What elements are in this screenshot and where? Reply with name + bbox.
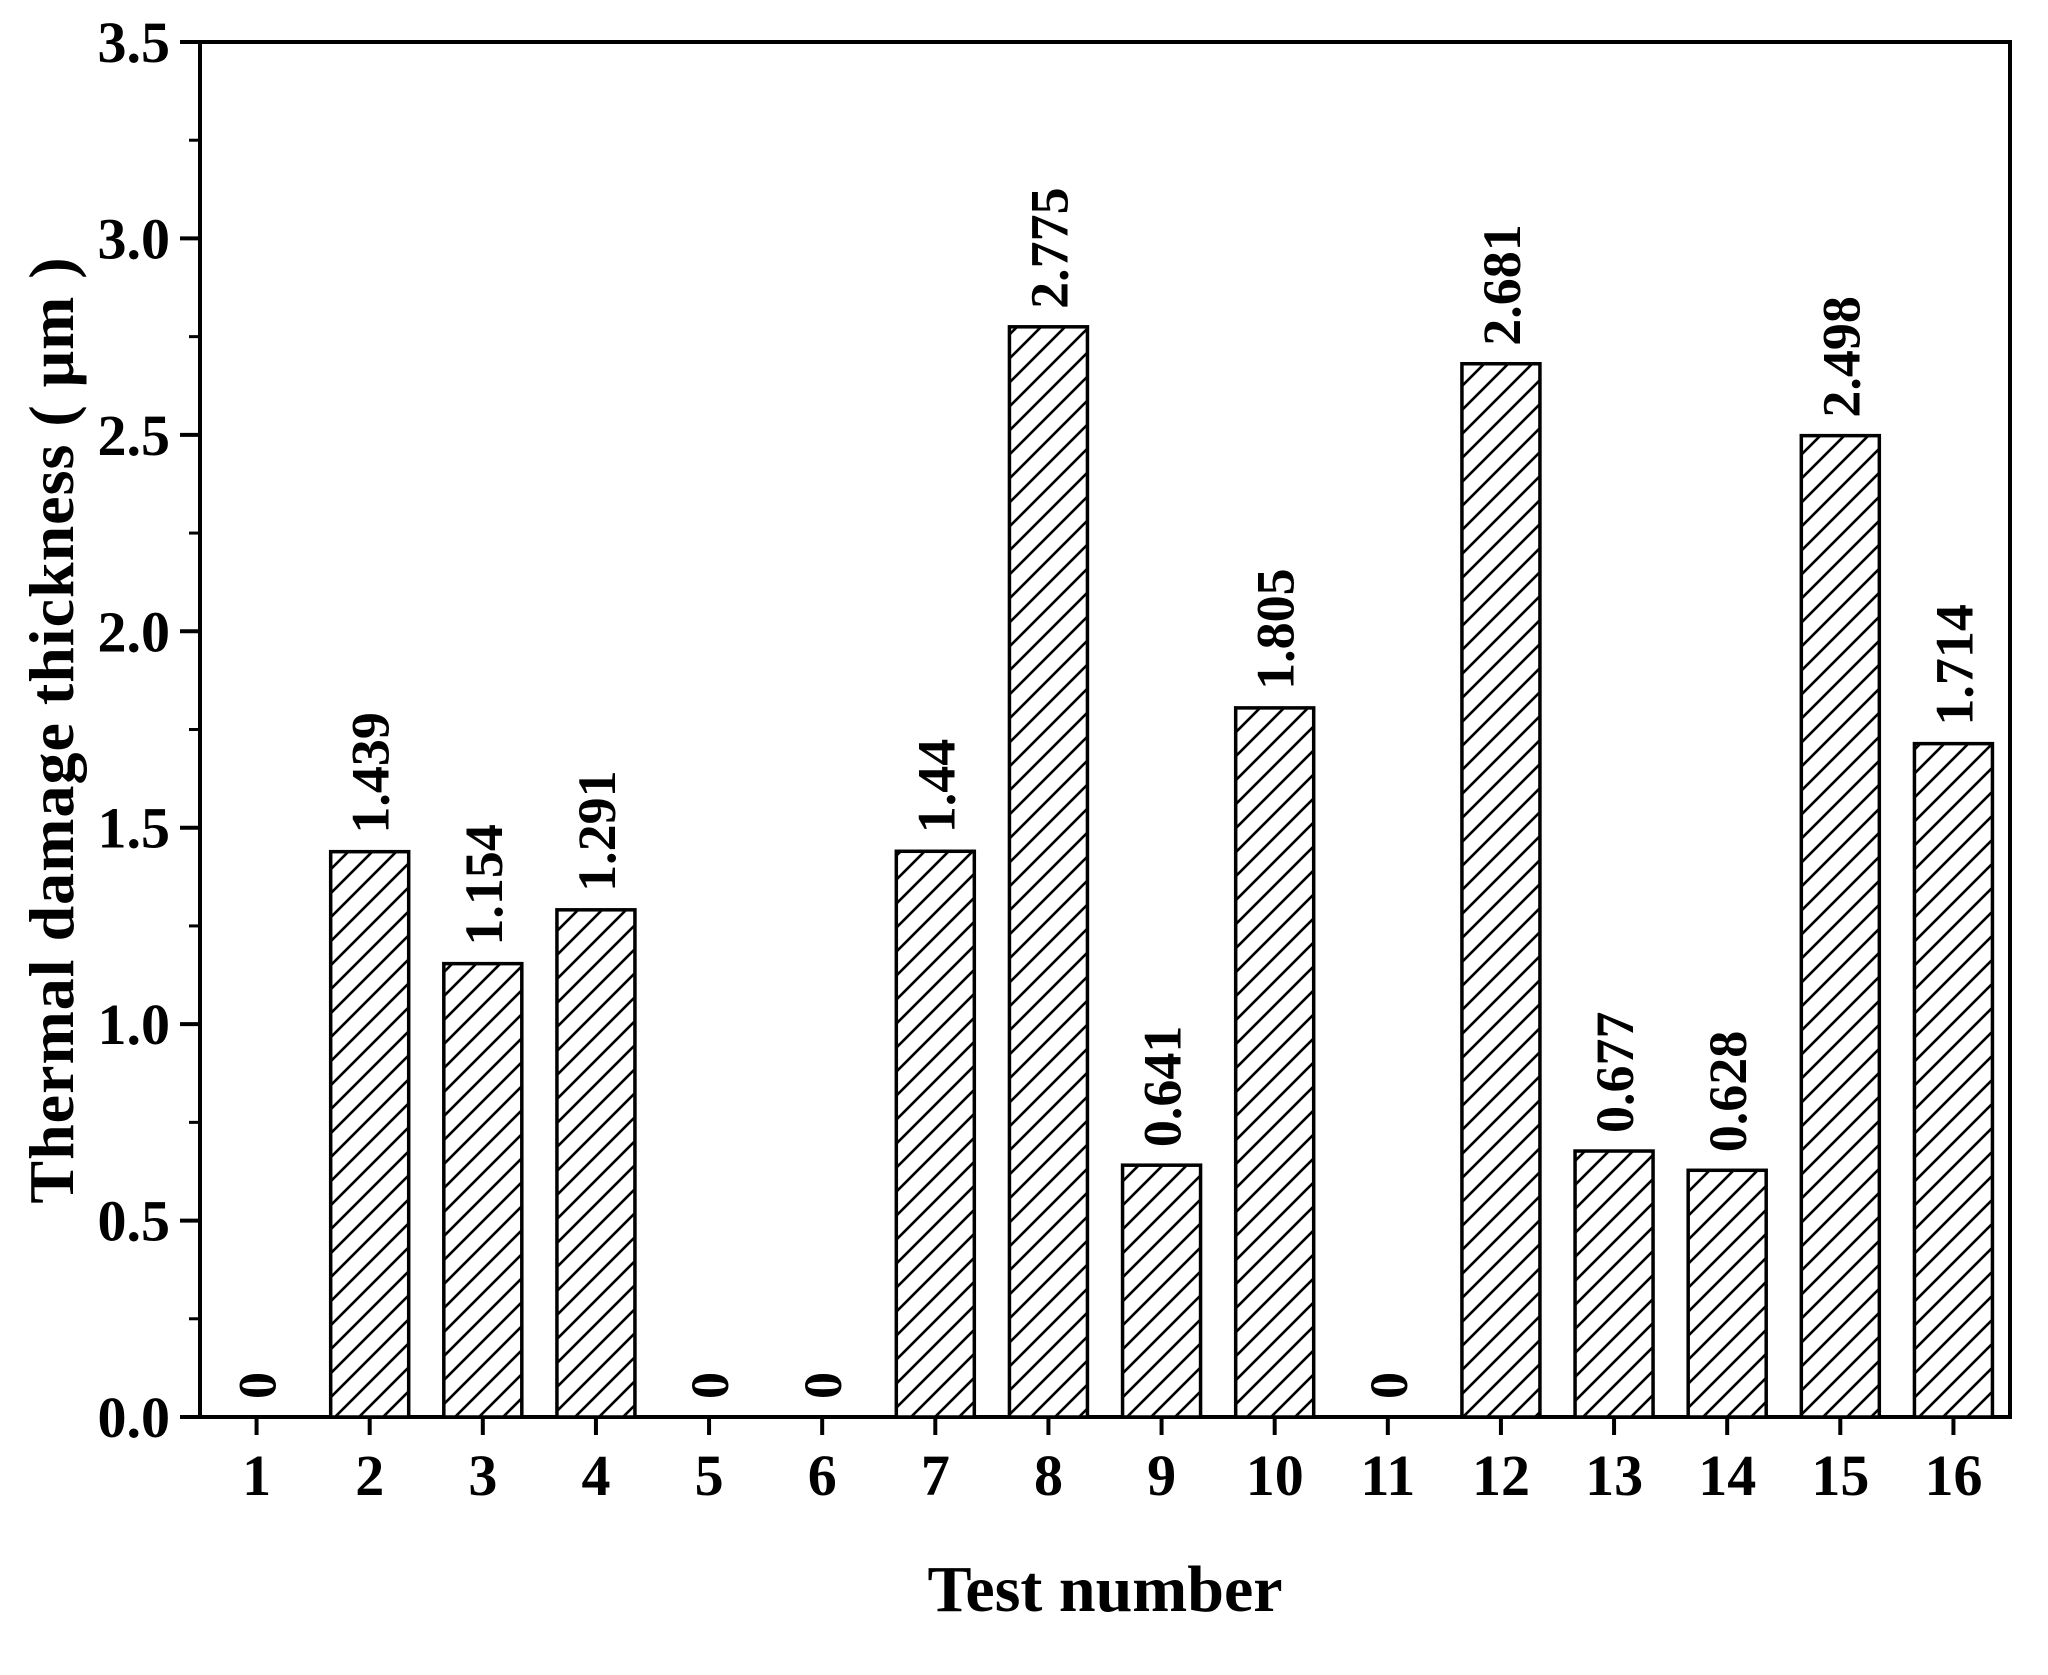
bar-value-label: 0.677 xyxy=(1585,1012,1645,1134)
x-tick-label: 14 xyxy=(1698,1443,1756,1508)
bar-value-label: 1.44 xyxy=(906,739,966,834)
bar-value-label: 1.714 xyxy=(1924,604,1984,726)
bar xyxy=(1120,1163,1203,1419)
x-tick-label: 12 xyxy=(1472,1443,1530,1508)
x-tick-label: 15 xyxy=(1811,1443,1869,1508)
bar xyxy=(555,908,637,1419)
y-tick-label: 0.5 xyxy=(98,1189,171,1254)
x-tick-label: 5 xyxy=(695,1443,724,1508)
x-tick-label: 7 xyxy=(921,1443,950,1508)
x-tick-label: 16 xyxy=(1924,1443,1982,1508)
bar-value-label: 2.498 xyxy=(1811,296,1871,418)
x-tick-label: 10 xyxy=(1246,1443,1304,1508)
bar xyxy=(894,849,977,1419)
y-tick-label: 0.0 xyxy=(98,1385,171,1450)
bar xyxy=(442,961,524,1419)
x-tick-label: 13 xyxy=(1585,1443,1643,1508)
bar-value-label: 0 xyxy=(793,1372,853,1399)
x-tick-label: 9 xyxy=(1147,1443,1176,1508)
bar-value-label: 0 xyxy=(1359,1372,1419,1399)
bar-value-label: 0.628 xyxy=(1698,1031,1758,1153)
y-tick-label: 3.5 xyxy=(98,10,171,75)
x-tick-label: 11 xyxy=(1360,1443,1415,1508)
bar-value-label: 0.641 xyxy=(1133,1026,1193,1148)
x-tick-label: 3 xyxy=(468,1443,497,1508)
bar xyxy=(1799,433,1882,1419)
bar-value-label: 1.439 xyxy=(341,712,401,834)
bar-value-label: 0 xyxy=(680,1372,740,1399)
bar-value-label: 0 xyxy=(228,1372,288,1399)
y-axis-title: Thermal damage thickness ( μm ) xyxy=(16,256,87,1204)
y-tick-label: 2.5 xyxy=(98,403,171,468)
x-tick-label: 4 xyxy=(581,1443,610,1508)
x-axis-title: Test number xyxy=(927,1553,1283,1626)
bar-value-label: 1.291 xyxy=(567,770,627,892)
bar xyxy=(1912,741,1995,1419)
x-tick-label: 8 xyxy=(1034,1443,1063,1508)
y-tick-label: 1.5 xyxy=(98,796,171,861)
bar-value-label: 1.154 xyxy=(454,824,514,946)
y-tick-label: 3.0 xyxy=(98,206,171,271)
x-tick-label: 2 xyxy=(355,1443,384,1508)
bar xyxy=(1460,362,1542,1419)
bar xyxy=(1233,706,1316,1419)
bar-value-label: 2.681 xyxy=(1472,224,1532,346)
bar xyxy=(1007,325,1090,1419)
y-tick-label: 2.0 xyxy=(98,599,171,664)
bar-value-label: 1.805 xyxy=(1246,568,1306,690)
bar-value-label: 2.775 xyxy=(1019,187,1079,309)
x-tick-label: 1 xyxy=(242,1443,271,1508)
x-tick-label: 6 xyxy=(808,1443,837,1508)
bar xyxy=(1686,1168,1768,1419)
bar xyxy=(1573,1149,1655,1419)
bar xyxy=(328,849,411,1419)
y-tick-label: 1.0 xyxy=(98,992,171,1057)
